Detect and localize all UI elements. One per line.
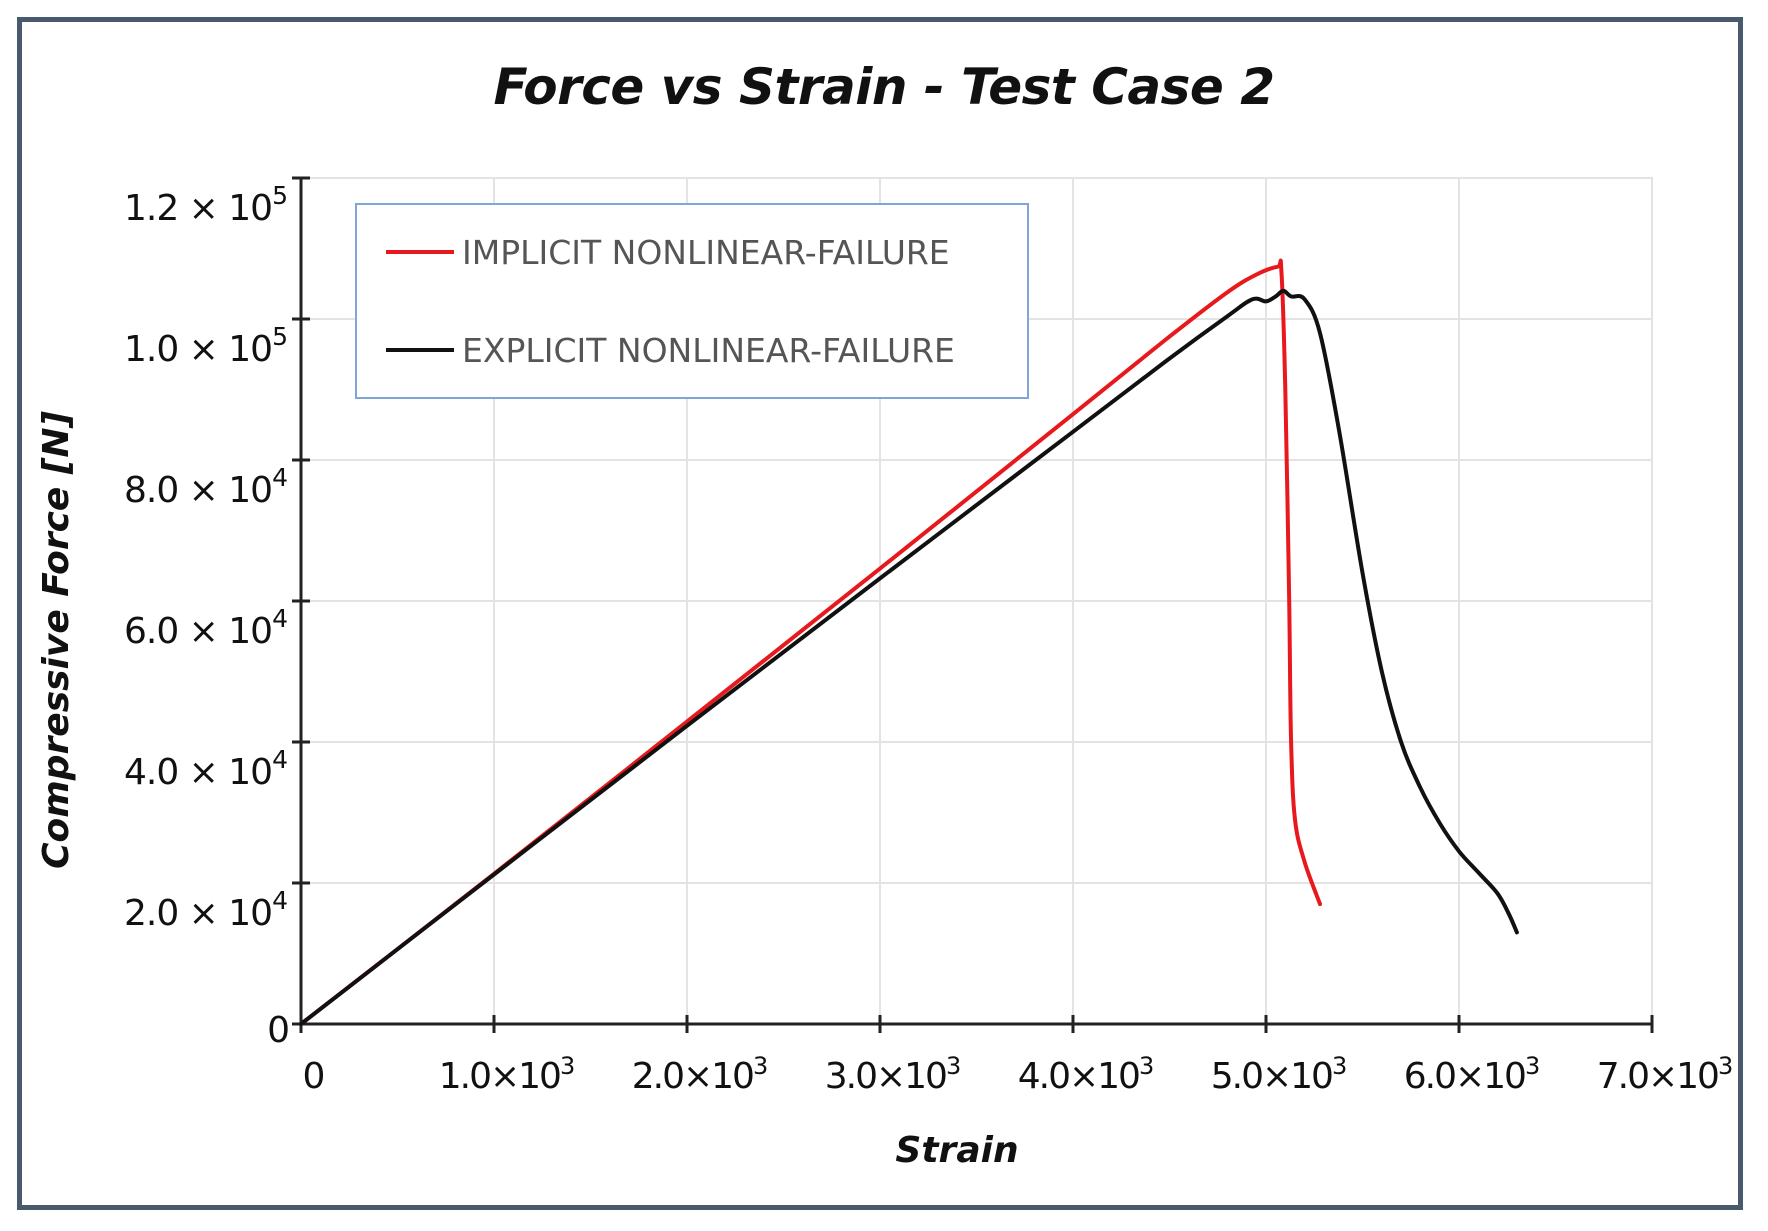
- x-tick-exponent: 3: [1525, 1052, 1539, 1080]
- axes: 0 1.0×103 2.0×103 3.0×103 4.0×103 5.0×103 6.0×…: [124, 176, 1734, 1097]
- x-tick-label: 3.0×103: [825, 1052, 960, 1097]
- series-line-explicit: [299, 288, 1519, 1026]
- y-tick-label: 4.0 × 104: [124, 745, 287, 793]
- x-tick-exponent: 3: [560, 1052, 574, 1080]
- legend-label: EXPLICIT NONLINEAR-FAILURE: [462, 331, 955, 370]
- y-tick-mantissa: 1.2 × 10: [124, 188, 272, 229]
- x-tick-label: 5.0×103: [1211, 1052, 1346, 1097]
- y-tick-exponent: 4: [272, 604, 287, 633]
- y-tick-exponent: 5: [272, 181, 287, 210]
- y-tick-label: 6.0 × 104: [124, 604, 287, 652]
- x-tick-label: 6.0×103: [1404, 1052, 1539, 1097]
- y-tick-label: 1.0 × 105: [124, 322, 287, 370]
- y-tick-label: 2.0 × 104: [124, 886, 287, 934]
- y-tick-exponent: 5: [272, 322, 287, 351]
- y-tick-mantissa: 0: [267, 1010, 289, 1051]
- x-tick-exponent: 3: [1139, 1052, 1153, 1080]
- y-tick-mantissa: 1.0 × 10: [124, 329, 272, 370]
- y-tick-exponent: 4: [272, 886, 287, 915]
- x-tick-exponent: 3: [753, 1052, 767, 1080]
- x-tick-label: 4.0×103: [1018, 1052, 1153, 1097]
- y-tick-label: 1.2 × 105: [124, 181, 287, 229]
- series-line-implicit: [299, 258, 1322, 1026]
- x-axis-title: Strain: [895, 1130, 1018, 1171]
- y-tick-mantissa: 4.0 × 10: [124, 752, 272, 793]
- x-tick-label: 2.0×103: [632, 1052, 767, 1097]
- y-tick-exponent: 4: [272, 745, 287, 774]
- legend: IMPLICIT NONLINEAR-FAILURE EXPLICIT NONLI…: [355, 203, 1029, 399]
- x-tick-label: 1.0×103: [439, 1052, 574, 1097]
- chart-title: Force vs Strain - Test Case 2: [493, 58, 1275, 116]
- legend-label: IMPLICIT NONLINEAR-FAILURE: [462, 233, 950, 272]
- x-tick-exponent: 3: [946, 1052, 960, 1080]
- y-tick-mantissa: 6.0 × 10: [124, 611, 272, 652]
- legend-box: [355, 203, 1029, 399]
- y-tick-label: 0: [267, 1010, 289, 1051]
- x-tick-label: 7.0×103: [1597, 1052, 1732, 1097]
- x-tick-exponent: 3: [1718, 1052, 1732, 1080]
- series-lines: [299, 258, 1519, 1026]
- x-tick-exponent: 3: [1332, 1052, 1346, 1080]
- y-tick-mantissa: 8.0 × 10: [124, 470, 272, 511]
- y-tick-mantissa: 2.0 × 10: [124, 893, 272, 934]
- y-tick-exponent: 4: [272, 463, 287, 492]
- y-tick-label: 8.0 × 104: [124, 463, 287, 511]
- x-tick-label: 0: [303, 1056, 324, 1097]
- y-axis-title: Compressive Force [N]: [36, 411, 77, 869]
